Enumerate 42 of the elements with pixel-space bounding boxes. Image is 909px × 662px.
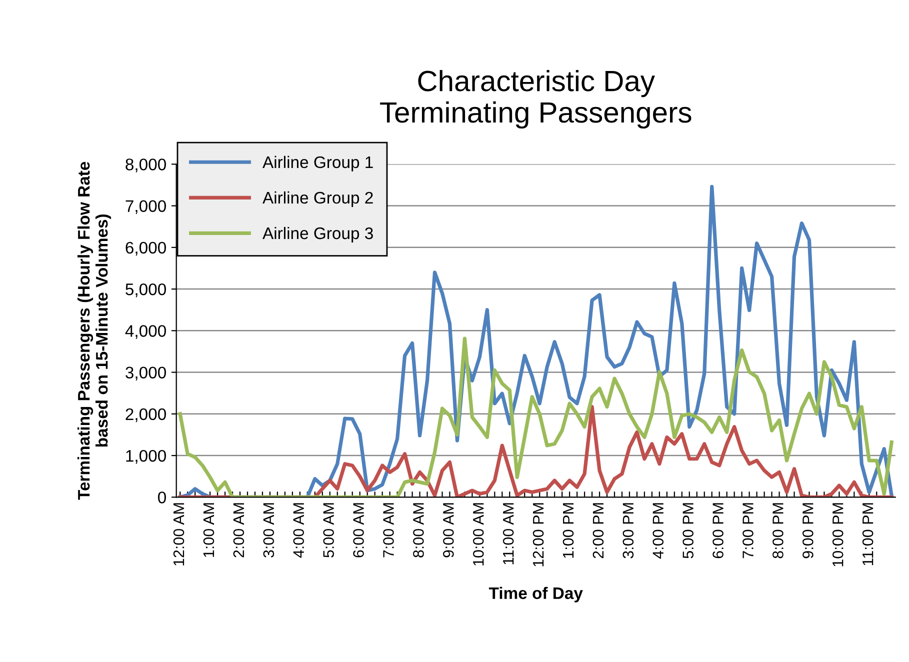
x-tick-label: 6:00 PM (712, 503, 724, 558)
x-tick-label: 4:00 AM (293, 503, 304, 558)
x-axis-title: Time of Day (488, 586, 583, 602)
x-tick-label: 7:00 PM (742, 503, 754, 558)
x-tick-label: 9:00 PM (802, 503, 814, 558)
y-tick-label: 5,000 (126, 283, 166, 298)
y-axis-title: Terminating Passengers (Hourly Flow Rate based on 15-Minute Volumes) (77, 162, 112, 500)
x-tick-label: 9:00 AM (443, 503, 454, 558)
x-tick-label: 11:00 PM (862, 503, 874, 566)
y-tick-label: 8,000 (126, 158, 166, 172)
y-tick-label: 4,000 (125, 325, 166, 339)
x-tick-label: 3:00 PM (622, 503, 634, 558)
x-tick-label: 1:00 PM (562, 503, 574, 558)
y-tick-label: 7,000 (126, 200, 166, 214)
x-tick-label: 7:00 AM (383, 503, 394, 558)
x-tick-label: 10:00 AM (472, 503, 484, 566)
legend-label: Airline Group 2 (262, 191, 373, 207)
y-tick-label: 3,000 (126, 366, 166, 380)
x-tick-label: 10:00 PM (832, 503, 844, 566)
y-tick-label: 0 (158, 492, 166, 504)
x-tick-label: 6:00 AM (353, 503, 364, 558)
line-series (178, 405, 894, 498)
line-series (178, 336, 894, 498)
x-tick-label: 4:00 PM (652, 503, 664, 559)
x-tick-label: 8:00 AM (413, 503, 424, 558)
x-tick-label: 5:00 AM (323, 503, 334, 558)
line-series (178, 184, 894, 498)
y-tick-label: 1,000 (126, 450, 166, 464)
x-tick-label: 12:00 PM (532, 503, 544, 566)
legend-label: Airline Group 3 (262, 226, 373, 242)
x-tick-label: 2:00 PM (592, 503, 604, 558)
y-tick-label: 2,000 (126, 408, 166, 422)
x-tick-label: 8:00 PM (772, 503, 784, 558)
chart-title: Characteristic Day Terminating Passengers (380, 70, 692, 129)
x-tick-label: 1:00 AM (203, 503, 214, 557)
x-tick-label: 3:00 AM (263, 503, 274, 558)
x-tick-label: 12:00 AM (173, 503, 184, 566)
legend-label: Airline Group 1 (262, 156, 373, 172)
y-tick-label: 6,000 (126, 242, 166, 256)
x-tick-label: 11:00 AM (502, 503, 514, 564)
x-tick-label: 5:00 PM (682, 503, 694, 558)
x-tick-label: 2:00 AM (233, 503, 244, 558)
